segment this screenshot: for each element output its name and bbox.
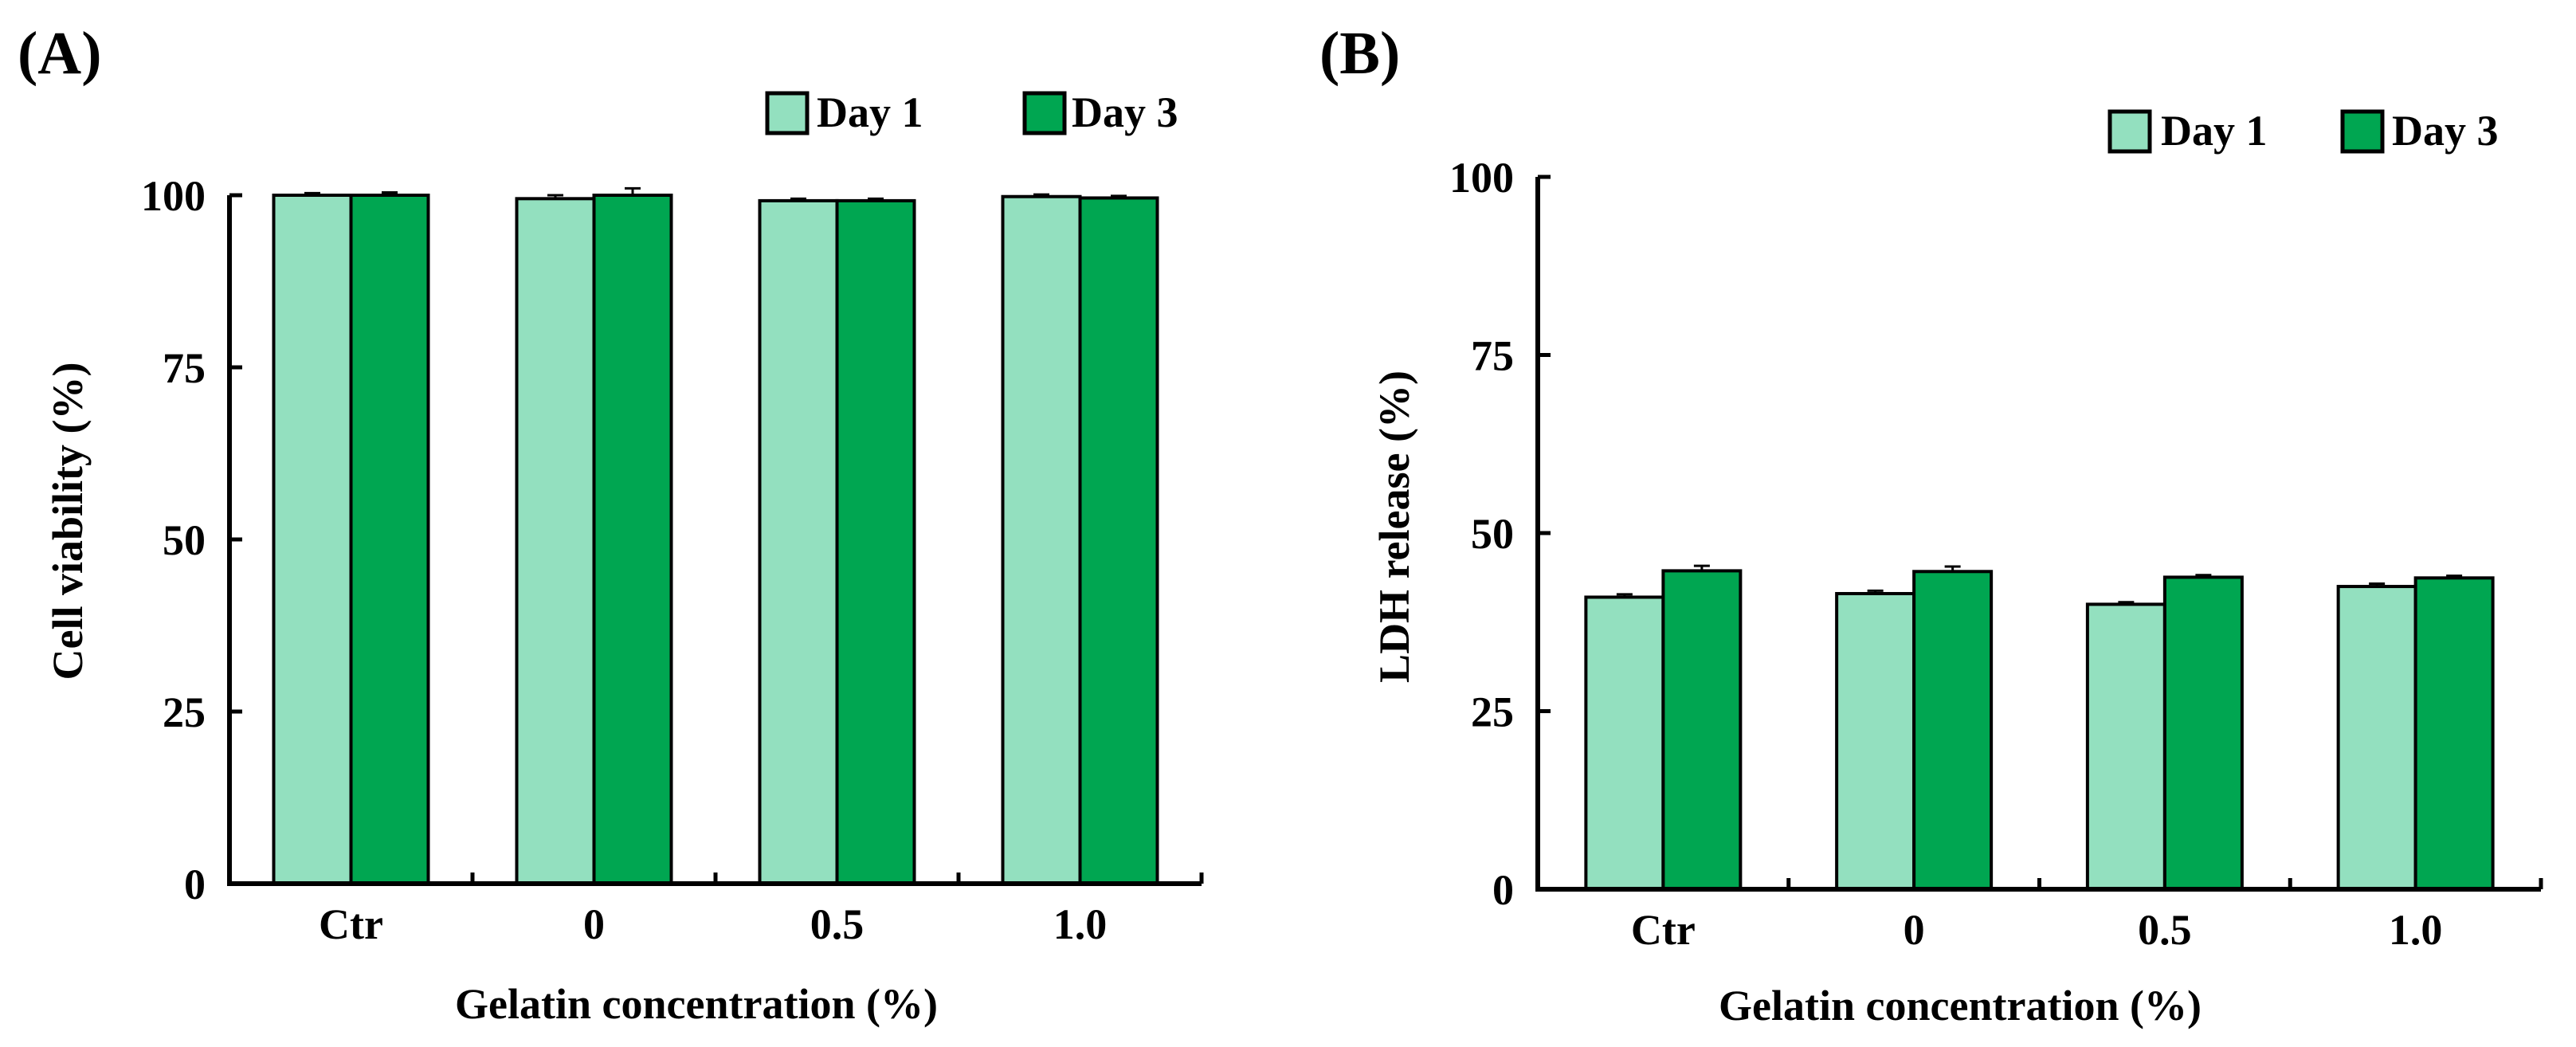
panel-b-y-tick-label: 50: [1471, 510, 1514, 558]
panel-b: (B) Day 1 Day 3 Ctr 0 0.5 1.0 0 25 50 75 100 LDH…: [1319, 20, 2543, 1029]
panel-b-plot: Ctr 0 0.5 1.0 0 25 50 75 100: [1449, 154, 2543, 954]
panel-b-bar-day1-2: [2085, 602, 2166, 892]
panel-a-y-tick-label: 100: [141, 172, 206, 220]
panel-b-legend-day3-swatch: [2340, 109, 2385, 154]
panel-a-bar-day1-3: [1001, 194, 1082, 885]
panel-a-bar-day1-1: [515, 197, 596, 885]
panel-a-x-tick-label: Ctr: [319, 900, 383, 948]
panel-a-y-tick-label: 50: [163, 516, 206, 564]
panel-a-label: (A): [18, 20, 102, 87]
panel-b-bar-day1-3: [2336, 585, 2417, 891]
panel-b-y-tick-label: 25: [1471, 688, 1514, 736]
panel-b-bar-day3-3: [2413, 576, 2495, 892]
panel-a-bar-day3-0: [349, 194, 430, 885]
panel-b-y-axis-label: LDH release (%): [1370, 371, 1418, 683]
panel-b-bar-day1-0: [1584, 595, 1665, 892]
panel-a-bar-day1-0: [272, 194, 353, 885]
panel-b-x-tick-label: Ctr: [1631, 906, 1696, 954]
panel-b-legend: Day 1 Day 3: [2107, 107, 2499, 155]
panel-a-bar-day1-2: [758, 198, 839, 886]
panel-b-bar-day3-0: [1661, 569, 1743, 892]
panel-a-bar-day3-3: [1078, 196, 1159, 885]
panel-a-x-axis-label: Gelatin concentration (%): [455, 980, 938, 1028]
panel-a-y-tick-label: 75: [163, 344, 206, 392]
panel-a-legend-day1-label: Day 1: [817, 88, 923, 136]
panel-b-x-tick-label: 0.5: [2138, 906, 2192, 954]
panel-b-label: (B): [1319, 20, 1400, 87]
panel-a-plot: Ctr 0 0.5 1.0 0 25 50 75 100: [141, 172, 1204, 948]
panel-a: (A) Day 1 Day 3 Ctr 0 0.5 1.0 0 25 50 75 100 Cel…: [18, 20, 1204, 1028]
panel-a-bar-day3-1: [592, 194, 673, 885]
panel-b-bar-day3-2: [2162, 575, 2244, 891]
panel-a-legend-day3-label: Day 3: [1072, 88, 1178, 136]
panel-b-bar-day3-1: [1912, 570, 1994, 891]
panel-b-legend-day1-label: Day 1: [2161, 107, 2268, 155]
panel-a-y-tick-label: 25: [163, 688, 206, 736]
panel-a-legend-day3-swatch: [1022, 91, 1067, 135]
panel-a-y-tick-label: 0: [184, 861, 206, 908]
panel-b-x-tick-label: 1.0: [2389, 906, 2443, 954]
panel-a-x-tick-label: 0: [583, 900, 605, 948]
panel-b-legend-day1-swatch: [2107, 109, 2152, 154]
panel-a-x-tick-label: 1.0: [1053, 900, 1108, 948]
panel-b-legend-day3-label: Day 3: [2392, 107, 2499, 155]
panel-a-bar-day3-2: [835, 198, 916, 886]
panel-b-bar-day1-1: [1835, 591, 1916, 891]
panel-a-legend: Day 1 Day 3: [765, 88, 1178, 136]
panel-b-y-tick-label: 100: [1449, 154, 1514, 202]
panel-b-y-tick-label: 0: [1492, 866, 1514, 914]
panel-a-legend-day1-swatch: [765, 91, 810, 135]
panel-b-x-tick-label: 0: [1904, 906, 1925, 954]
panel-a-y-axis-label: Cell viability (%): [44, 363, 92, 680]
panel-b-x-axis-label: Gelatin concentration (%): [1719, 982, 2202, 1029]
panel-a-x-tick-label: 0.5: [810, 900, 865, 948]
panel-b-y-tick-label: 75: [1471, 332, 1514, 380]
